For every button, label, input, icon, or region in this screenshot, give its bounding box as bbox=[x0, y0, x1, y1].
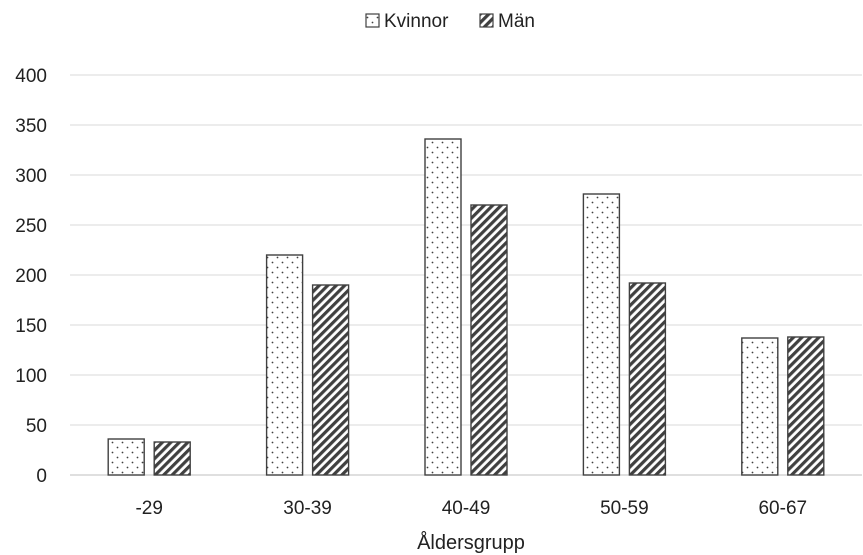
legend-swatch-kvinnor bbox=[365, 13, 380, 28]
y-tick-label: 300 bbox=[15, 166, 47, 187]
x-tick-label: 60-67 bbox=[758, 498, 807, 519]
legend-label-kvinnor: Kvinnor bbox=[384, 11, 449, 32]
y-tick-label: 400 bbox=[15, 66, 47, 87]
bar-man-1 bbox=[311, 284, 350, 476]
y-axis: 0 50 100 150 200 250 300 350 400 bbox=[15, 66, 47, 487]
legend-item-man: Män bbox=[479, 11, 535, 32]
bar-kvinnor-4 bbox=[741, 337, 779, 476]
gridlines bbox=[70, 74, 862, 476]
y-tick-label: 200 bbox=[15, 266, 47, 287]
legend-label-man: Män bbox=[498, 11, 535, 32]
legend: Kvinnor Män bbox=[365, 11, 535, 32]
y-tick-label: 250 bbox=[15, 216, 47, 237]
bar-man-2 bbox=[470, 204, 508, 476]
x-tick-label: -29 bbox=[135, 498, 162, 519]
y-tick-label: 350 bbox=[15, 116, 47, 137]
x-axis-title: Åldersgrupp bbox=[417, 531, 525, 554]
y-tick-label: 0 bbox=[36, 466, 47, 487]
bar-man-0 bbox=[153, 441, 191, 476]
x-axis: -29 30-39 40-49 50-59 60-67 bbox=[135, 498, 807, 519]
x-tick-label: 40-49 bbox=[442, 498, 491, 519]
bar-man-4 bbox=[787, 336, 825, 476]
y-tick-label: 50 bbox=[26, 416, 47, 437]
bar-man-3 bbox=[628, 282, 667, 476]
bar-kvinnor-0 bbox=[107, 438, 145, 476]
y-tick-label: 100 bbox=[15, 366, 47, 387]
y-tick-label: 150 bbox=[15, 316, 47, 337]
legend-swatch-man bbox=[479, 13, 494, 28]
bar-kvinnor-2 bbox=[424, 138, 462, 476]
bar-kvinnor-1 bbox=[265, 254, 304, 476]
bar-kvinnor-3 bbox=[582, 193, 621, 476]
legend-item-kvinnor: Kvinnor bbox=[365, 11, 449, 32]
bars bbox=[107, 138, 825, 476]
x-tick-label: 30-39 bbox=[283, 498, 332, 519]
x-tick-label: 50-59 bbox=[600, 498, 649, 519]
